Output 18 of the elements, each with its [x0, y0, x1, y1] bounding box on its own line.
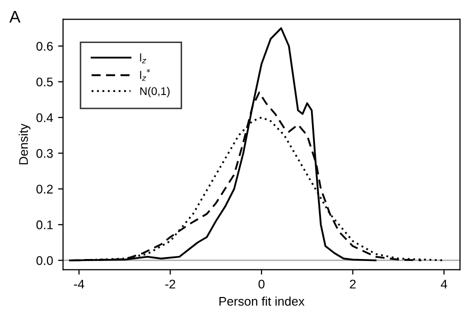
x-tick-label: 2 — [350, 280, 356, 288]
legend-label: l$_{z}$ — [140, 53, 146, 64]
y-axis-title: Density — [18, 124, 30, 164]
y-tick-label: 0.3 — [36, 149, 53, 158]
chart-title: A — [9, 11, 20, 22]
y-tick-label: 0.1 — [36, 220, 53, 230]
y-tick-label: 0.2 — [36, 184, 53, 194]
y-tick-label: 0.4 — [36, 113, 53, 122]
x-tick-label: -2 — [165, 280, 176, 288]
legend-label: l$_{z}$$^{*}$ — [140, 68, 150, 81]
y-tick-label: 0.0 — [36, 256, 53, 266]
y-tick-label: 0.6 — [36, 42, 53, 51]
y-tick-label: 0.5 — [36, 78, 53, 86]
x-tick-label: 0 — [258, 280, 265, 289]
legend-label: N(0,1) — [140, 86, 170, 98]
x-tick-label: -4 — [74, 280, 84, 288]
x-axis-title: Person fit index — [219, 296, 304, 306]
x-tick-label: 4 — [440, 280, 448, 288]
